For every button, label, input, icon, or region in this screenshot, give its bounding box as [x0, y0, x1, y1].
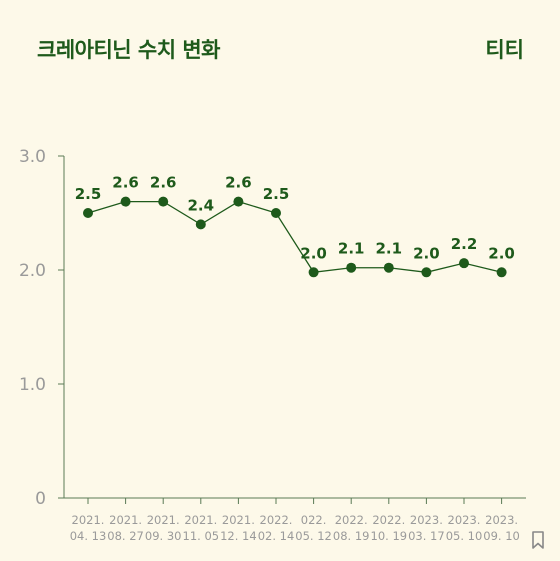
bookmark-icon[interactable] — [530, 530, 546, 550]
x-tick-label: 2022. 02. 14 — [258, 513, 295, 543]
data-point — [308, 267, 319, 278]
data-label: 2.0 — [413, 244, 440, 262]
data-label: 2.2 — [451, 235, 478, 253]
x-tick-label: 2021. 09. 30 — [145, 513, 182, 543]
data-point — [421, 267, 432, 278]
y-tick-label: 0 — [35, 489, 46, 509]
x-tick-label: 2021. 04. 13 — [70, 513, 107, 543]
x-tick-label: 2021. 12. 14 — [220, 513, 257, 543]
x-tick-label: 2021. 11. 05 — [183, 513, 220, 543]
data-labels: 2.5 2.6 2.6 2.4 2.6 2.5 2.0 2.1 2.1 2.0 2.2 2.0 — [75, 174, 515, 263]
data-label: 2.0 — [488, 244, 515, 262]
data-point — [83, 208, 93, 218]
data-label: 2.4 — [188, 196, 215, 214]
data-point — [120, 196, 131, 207]
x-tick-label: 2021. 08. 27 — [107, 513, 144, 543]
data-label: 2.6 — [150, 174, 177, 192]
x-tick-label: 2022. 10. 19 — [371, 513, 408, 543]
data-label: 2.1 — [338, 240, 365, 258]
data-point — [233, 196, 244, 207]
x-tick-label: 2022. 08. 19 — [333, 513, 370, 543]
x-tick-label: 2023. 05. 10 — [446, 513, 483, 543]
chart-title: 크레아티닌 수치 변화 — [37, 38, 221, 62]
data-label: 2.6 — [112, 174, 139, 192]
data-label: 2.5 — [75, 185, 102, 203]
brand-logo: 티티 — [485, 38, 524, 62]
y-tick-label: 3.0 — [19, 147, 46, 167]
data-point — [496, 267, 507, 278]
x-tick-label: 2023. 03. 17 — [408, 513, 445, 543]
x-tick-label: 2023. 09. 10 — [483, 513, 520, 543]
x-tick-label: 022. 05. 12 — [295, 513, 332, 543]
data-point — [271, 208, 281, 218]
data-label: 2.5 — [263, 185, 290, 203]
y-tick-label: 2.0 — [19, 261, 46, 281]
axes: 0 1.0 2.0 3.0 — [19, 147, 526, 509]
data-point — [346, 262, 357, 273]
data-label: 2.0 — [300, 244, 327, 262]
series-line-group — [87, 200, 502, 273]
series-line — [87, 200, 502, 273]
data-point — [459, 258, 469, 269]
data-point — [195, 219, 206, 230]
y-tick-label: 1.0 — [19, 375, 46, 395]
data-points — [83, 196, 507, 278]
data-point — [383, 262, 394, 273]
data-point — [158, 196, 169, 207]
data-label: 2.1 — [376, 240, 403, 258]
data-label: 2.6 — [225, 174, 252, 192]
